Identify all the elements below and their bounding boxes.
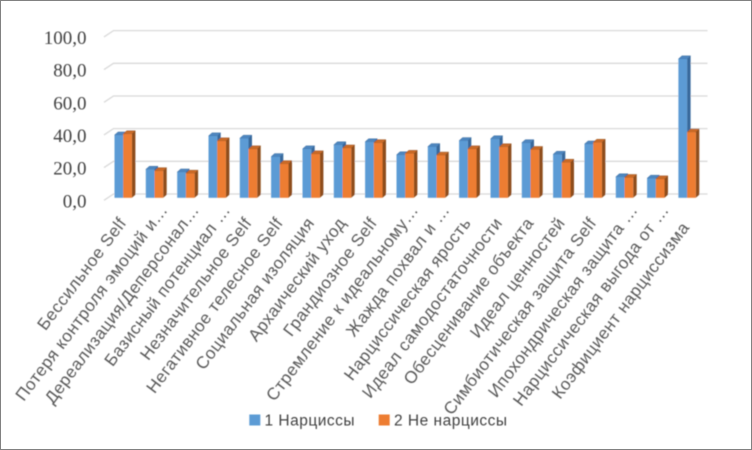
svg-text:0,0: 0,0 bbox=[63, 191, 87, 212]
svg-text:100,0: 100,0 bbox=[44, 28, 87, 49]
svg-text:20,0: 20,0 bbox=[53, 159, 86, 180]
svg-text:2 Не нарциссы: 2 Не нарциссы bbox=[394, 413, 508, 430]
svg-text:1 Нарциссы: 1 Нарциссы bbox=[265, 413, 356, 430]
svg-text:60,0: 60,0 bbox=[53, 93, 86, 114]
svg-text:40,0: 40,0 bbox=[53, 126, 86, 147]
svg-text:80,0: 80,0 bbox=[53, 61, 86, 82]
